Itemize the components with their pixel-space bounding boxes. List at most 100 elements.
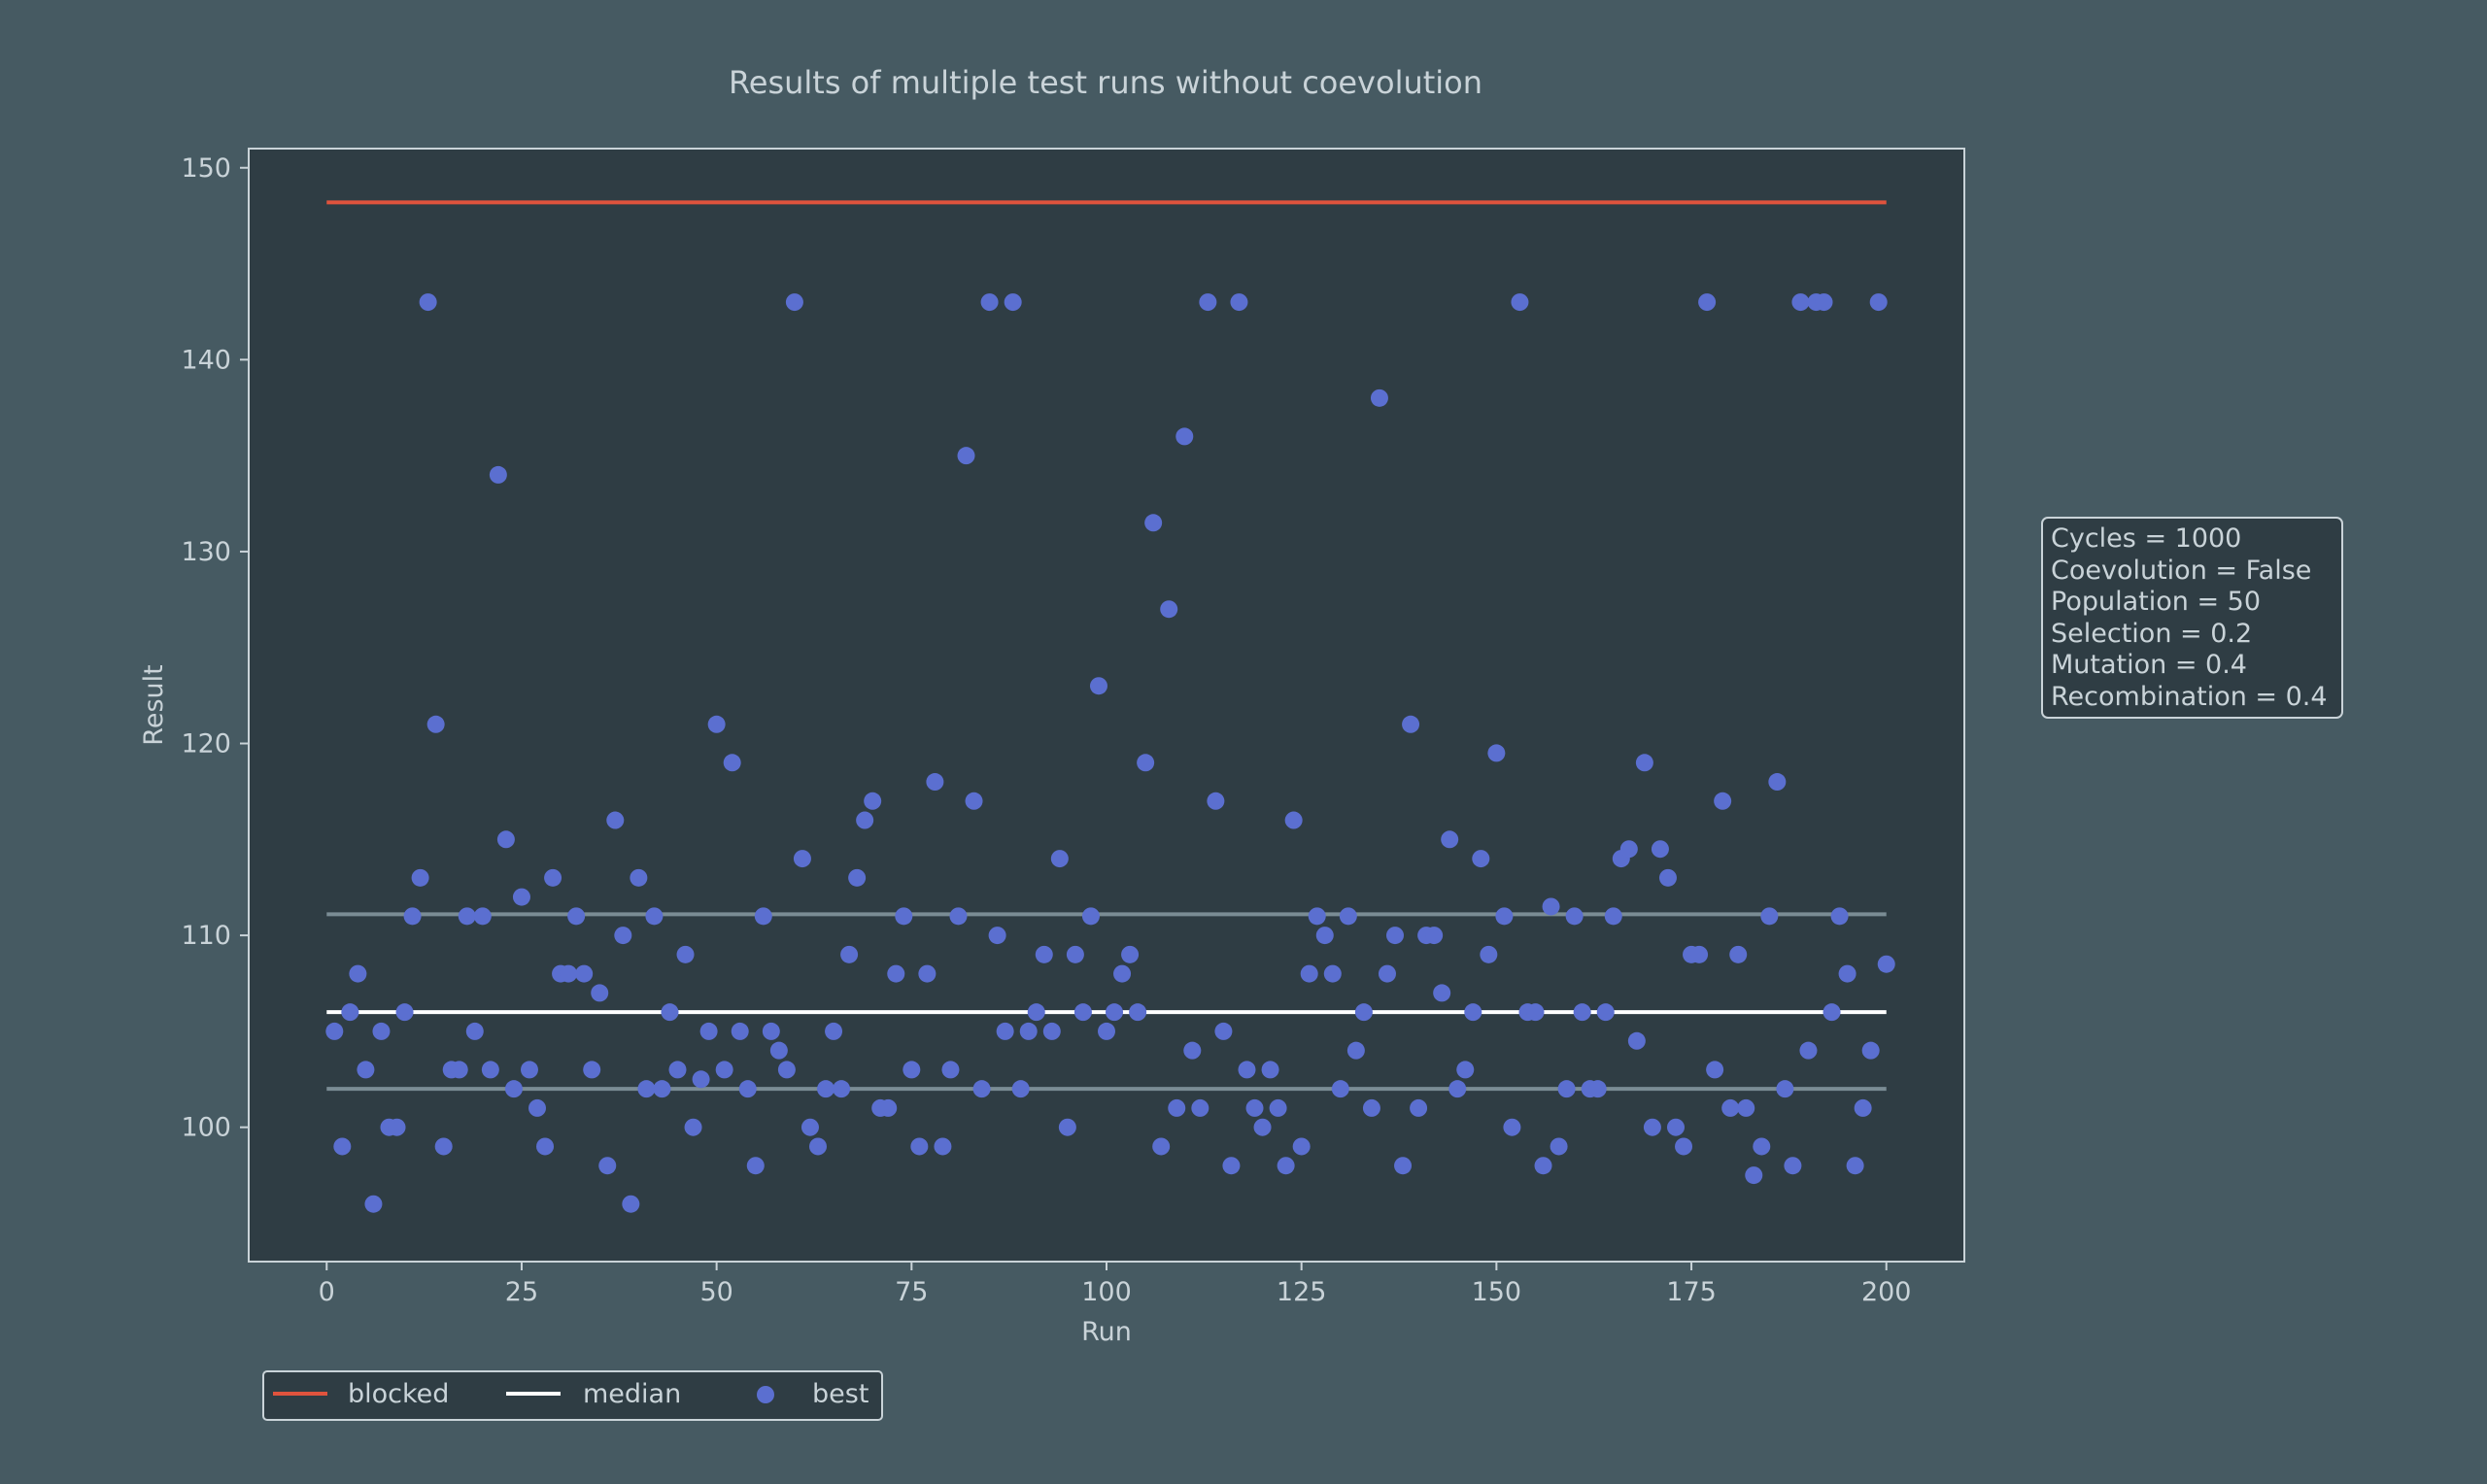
best-point [1597,1003,1615,1021]
best-point [1137,754,1154,771]
best-point [420,293,437,311]
best-point [1074,1003,1092,1021]
best-point [716,1061,733,1078]
best-point [357,1061,374,1078]
best-point [1285,812,1303,829]
best-point [1543,897,1560,915]
best-point [786,293,803,311]
best-point [817,1080,835,1097]
best-point [1698,293,1716,311]
best-point [941,1061,959,1078]
best-point [864,793,881,810]
best-point [1472,850,1489,867]
best-point [1706,1061,1723,1078]
best-point [910,1137,928,1155]
best-point [1402,716,1419,733]
param-cycles: Cycles = 1000 [2051,523,2241,554]
best-point [1230,293,1247,311]
best-point [903,1061,920,1078]
best-point [1363,1099,1380,1117]
legend-best-label: best [812,1379,869,1409]
best-point [1051,850,1069,867]
best-point [677,946,695,963]
best-point [653,1080,670,1097]
best-point [1293,1137,1311,1155]
best-point [1721,1099,1739,1117]
best-point [482,1061,499,1078]
best-point [1301,965,1318,983]
best-point [1503,1119,1520,1136]
x-tick-label: 0 [319,1277,335,1307]
best-point [1183,1042,1201,1060]
best-point [1535,1157,1552,1174]
best-point [1012,1080,1030,1097]
legend-median-label: median [583,1379,681,1409]
best-point [989,927,1006,944]
best-point [1262,1061,1279,1078]
best-point [645,907,663,925]
best-point [747,1157,765,1174]
best-point [1082,907,1100,925]
best-point [895,907,912,925]
best-point [1620,840,1638,858]
best-point [1729,946,1747,963]
x-tick-label: 25 [505,1277,538,1307]
x-tick-label: 50 [699,1277,732,1307]
best-point [700,1023,718,1040]
param-population: Population = 50 [2051,587,2261,617]
best-point [1168,1099,1185,1117]
best-point [1144,514,1162,531]
best-point [474,907,492,925]
best-point [1121,946,1139,963]
best-point [739,1080,757,1097]
best-point [1067,946,1084,963]
best-point [1036,946,1053,963]
best-point [1106,1003,1123,1021]
best-point [575,965,593,983]
best-point [1090,677,1107,694]
best-point [1199,293,1216,311]
best-point [1839,965,1857,983]
best-point [1644,1119,1661,1136]
best-point [732,1023,749,1040]
best-point [755,907,772,925]
best-point [856,812,873,829]
best-point [1456,1061,1474,1078]
best-point [825,1023,842,1040]
best-point [1355,1003,1373,1021]
best-point [1495,907,1513,925]
best-point [1371,389,1388,407]
best-point [1441,830,1458,848]
best-point [1760,907,1778,925]
best-point [1878,956,1895,973]
x-tick-label: 150 [1472,1277,1522,1307]
best-point [1464,1003,1482,1021]
best-point [622,1196,639,1213]
best-point [1550,1137,1568,1155]
best-point [1278,1157,1295,1174]
best-point [630,869,647,887]
best-point [1254,1119,1272,1136]
best-point [1340,907,1357,925]
best-point [544,869,562,887]
best-point [973,1080,991,1097]
best-point [372,1023,390,1040]
best-point [1309,907,1326,925]
x-tick-label: 100 [1081,1277,1132,1307]
best-point [1667,1119,1685,1136]
best-point [1152,1137,1170,1155]
best-point [770,1042,788,1060]
best-point [1745,1166,1762,1184]
best-point [693,1070,710,1088]
best-point [560,965,577,983]
best-point [1113,965,1131,983]
y-tick-label: 130 [181,537,231,567]
best-point [1574,1003,1591,1021]
y-tick-label: 150 [181,153,231,184]
best-point [1480,946,1497,963]
best-point [1379,965,1396,983]
best-point [958,447,975,464]
best-point [833,1080,850,1097]
best-point [966,793,983,810]
